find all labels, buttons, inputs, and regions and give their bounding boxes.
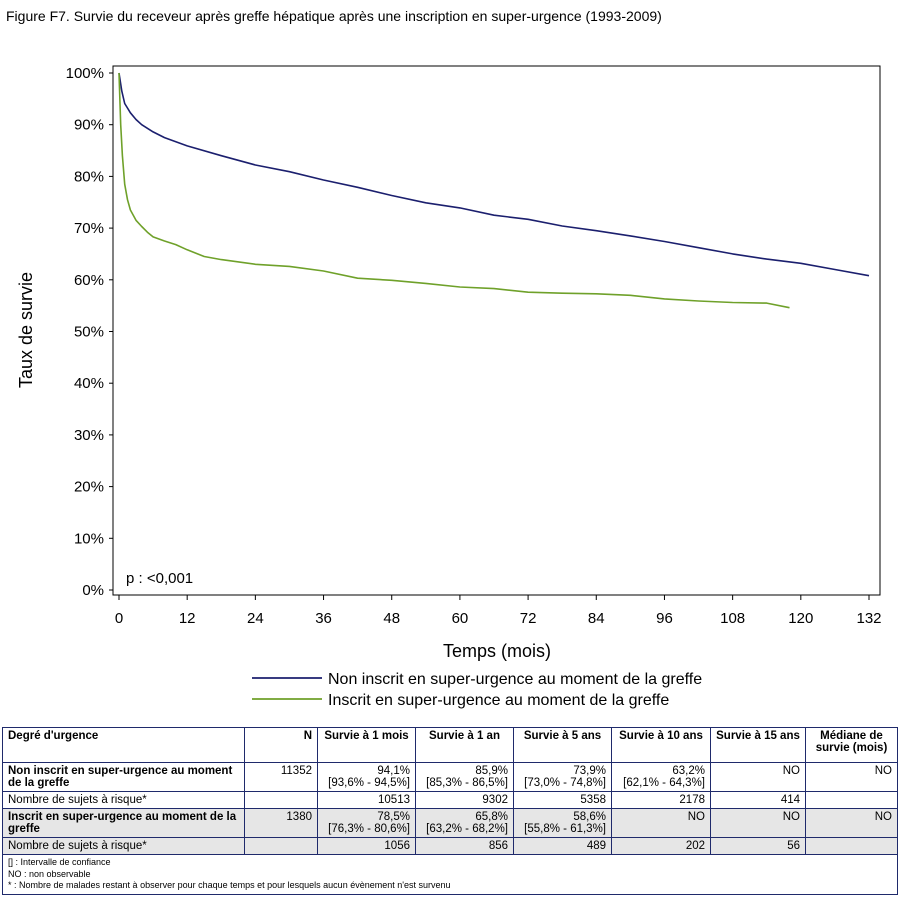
header-1-mois: Survie à 1 mois [317,727,416,763]
cell-value: 94,1% [377,765,410,777]
y-tick-label: 40% [74,375,104,392]
cell-ci: [76,3% - 80,6%] [328,823,410,835]
cell-ci: [73,0% - 74,8%] [524,777,606,789]
legend-label-1: Inscrit en super-urgence au moment de la… [328,692,669,709]
x-tick-label: 36 [315,610,332,627]
header-mediane: Médiane de survie (mois) [805,727,898,763]
cell-mediane [805,837,898,855]
cell-mediane [805,791,898,809]
x-tick-label: 12 [179,610,196,627]
footnotes-cell: [] : Intervalle de confiance NO : non ob… [2,854,898,895]
cell-1-an: 65,8% [63,2% - 68,2%] [415,808,514,838]
header-1-an: Survie à 1 an [415,727,514,763]
table-row: Inscrit en super-urgence au moment de la… [2,808,898,838]
header-5-ans: Survie à 5 ans [513,727,612,763]
cell-5-ans: 5358 [513,791,612,809]
series-line-0 [118,72,870,277]
cell-n: 11352 [244,762,318,792]
cell-1-an: 9302 [415,791,514,809]
table-row: Nombre de sujets à risque* 10513 9302 53… [2,791,898,809]
cell-1-an: 85,9% [85,3% - 86,5%] [415,762,514,792]
cell-ci: [93,6% - 94,5%] [328,777,410,789]
y-tick-label: 30% [74,427,104,444]
x-tick-label: 84 [588,610,605,627]
cell-n [244,791,318,809]
x-tick-label: 72 [520,610,537,627]
cell-1-an: 856 [415,837,514,855]
header-15-ans: Survie à 15 ans [710,727,806,763]
cell-value: 65,8% [475,811,508,823]
survival-chart: 0% 10% 20% 30% 40% 50% 60% 70% 80% 90% 100% 0 12 24 3… [16,65,882,709]
legend: Non inscrit en super-urgence au moment d… [252,671,702,709]
cell-value: 58,6% [573,811,606,823]
cell-ci: [63,2% - 68,2%] [426,823,508,835]
cell-value: 63,2% [672,765,705,777]
y-tick-label: 20% [74,479,104,496]
y-axis-label: Taux de survie [16,272,36,388]
table-row: Non inscrit en super-urgence au moment d… [2,762,898,792]
cell-1-mois: 1056 [317,837,416,855]
footnote: * : Nombre de malades restant à observer… [8,880,451,890]
x-axis-label: Temps (mois) [443,641,551,661]
row-label: Nombre de sujets à risque* [2,837,245,855]
cell-10-ans: NO [611,808,711,838]
figure-title: Figure F7. Survie du receveur après gref… [6,8,662,24]
y-tick-label: 70% [74,220,104,237]
row-label: Inscrit en super-urgence au moment de la… [2,808,245,838]
x-tick-label: 96 [656,610,673,627]
cell-value: 73,9% [573,765,606,777]
cell-value: 85,9% [475,765,508,777]
cell-15-ans: 56 [710,837,806,855]
cell-mediane: NO [805,808,898,838]
cell-15-ans: NO [710,808,806,838]
x-tick-label: 108 [720,610,745,627]
x-tick-label: 48 [383,610,400,627]
cell-1-mois: 94,1% [93,6% - 94,5%] [317,762,416,792]
results-table: Degré d'urgence N Survie à 1 mois Survie… [2,727,898,895]
x-tick-label: 0 [115,610,123,627]
y-tick-label: 0% [82,582,104,599]
cell-n: 1380 [244,808,318,838]
cell-15-ans: 414 [710,791,806,809]
x-tick-label: 24 [247,610,264,627]
row-label: Nombre de sujets à risque* [2,791,245,809]
cell-mediane: NO [805,762,898,792]
cell-5-ans: 73,9% [73,0% - 74,8%] [513,762,612,792]
cell-15-ans: NO [710,762,806,792]
cell-10-ans: 2178 [611,791,711,809]
header-10-ans: Survie à 10 ans [611,727,711,763]
cell-1-mois: 10513 [317,791,416,809]
table-header-row: Degré d'urgence N Survie à 1 mois Survie… [2,727,898,763]
header-degre: Degré d'urgence [2,727,245,763]
y-tick-label: 10% [74,530,104,547]
y-tick-label: 80% [74,168,104,185]
table-footnotes: [] : Intervalle de confiance NO : non ob… [2,854,898,895]
cell-value: 78,5% [377,811,410,823]
y-tick-label: 50% [74,324,104,341]
y-tick-label: 90% [74,117,104,134]
cell-ci: [85,3% - 86,5%] [426,777,508,789]
footnote: NO : non observable [8,868,91,879]
row-label: Non inscrit en super-urgence au moment d… [2,762,245,792]
legend-label-0: Non inscrit en super-urgence au moment d… [328,671,702,688]
x-tick-label: 60 [452,610,469,627]
p-value-annotation: p : <0,001 [126,570,193,587]
table-row: Nombre de sujets à risque* 1056 856 489 … [2,837,898,855]
x-tick-label: 120 [788,610,813,627]
y-tick-label: 100% [66,65,104,82]
cell-10-ans: 202 [611,837,711,855]
cell-n [244,837,318,855]
x-tick-label: 132 [856,610,881,627]
cell-5-ans: 489 [513,837,612,855]
cell-10-ans: 63,2% [62,1% - 64,3%] [611,762,711,792]
header-n: N [244,727,318,763]
y-tick-label: 60% [74,272,104,289]
series-line-1 [118,72,790,309]
footnote: [] : Intervalle de confiance [8,857,111,867]
cell-ci: [55,8% - 61,3%] [524,823,606,835]
cell-ci: [62,1% - 64,3%] [623,777,705,789]
cell-5-ans: 58,6% [55,8% - 61,3%] [513,808,612,838]
cell-1-mois: 78,5% [76,3% - 80,6%] [317,808,416,838]
plot-frame [112,65,881,596]
